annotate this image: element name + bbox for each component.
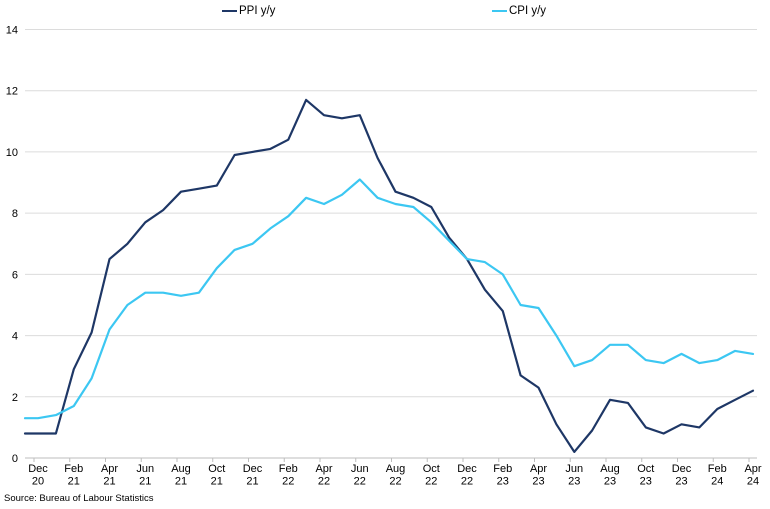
x-axis-tick-label: Dec 23 xyxy=(672,463,692,488)
x-axis-tick-label: Aug 22 xyxy=(386,463,406,488)
x-axis-tick-label: Feb 21 xyxy=(64,463,83,488)
x-axis-tick-label: Dec 21 xyxy=(243,463,263,488)
x-axis-tick-label: Oct 22 xyxy=(423,463,440,488)
x-axis-tick-label: Apr 23 xyxy=(530,463,547,488)
source-note: Source: Bureau of Labour Statistics xyxy=(4,493,154,504)
legend-item-ppi: PPI y/y xyxy=(222,3,275,19)
y-axis-tick-label: 6 xyxy=(12,269,18,281)
ppi-series-line xyxy=(23,98,755,453)
x-axis-tick-label: Jun 22 xyxy=(351,463,369,488)
x-axis-tick-label: Dec 22 xyxy=(457,463,477,488)
legend-item-cpi: CPI y/y xyxy=(492,3,546,19)
x-axis-tick-label: Apr 22 xyxy=(315,463,332,488)
x-axis-tick-label: Jun 21 xyxy=(136,463,154,488)
y-axis-tick-label: 0 xyxy=(12,453,18,465)
ppi-line-swatch xyxy=(222,9,237,13)
y-axis-tick-label: 10 xyxy=(6,147,18,159)
x-axis-tick-label: Feb 24 xyxy=(708,463,727,488)
x-axis-tick-label: Jun 23 xyxy=(565,463,583,488)
x-axis-tick-label: Feb 22 xyxy=(279,463,298,488)
cpi-series-line xyxy=(23,178,755,420)
ppi-legend-label: PPI y/y xyxy=(239,5,276,17)
x-axis-tick-label: Aug 21 xyxy=(171,463,191,488)
x-axis-tick-label: Oct 21 xyxy=(208,463,225,488)
y-axis-tick-label: 12 xyxy=(6,86,18,98)
x-axis-tick-label: Apr 21 xyxy=(101,463,118,488)
x-axis-tick-label: Aug 23 xyxy=(600,463,620,488)
y-axis-tick-label: 4 xyxy=(12,331,18,343)
y-axis-tick-label: 2 xyxy=(12,392,18,404)
x-axis-tick-label: Dec 20 xyxy=(28,463,48,488)
y-axis-tick-label: 8 xyxy=(12,208,18,220)
x-axis-tick-label: Oct 23 xyxy=(637,463,654,488)
x-axis-tick-label: Apr 24 xyxy=(744,463,761,488)
y-axis-tick-label: 14 xyxy=(6,25,18,37)
cpi-line-swatch xyxy=(492,9,507,13)
cpi-legend-label: CPI y/y xyxy=(509,5,547,17)
x-axis-tick-label: Feb 23 xyxy=(493,463,512,488)
